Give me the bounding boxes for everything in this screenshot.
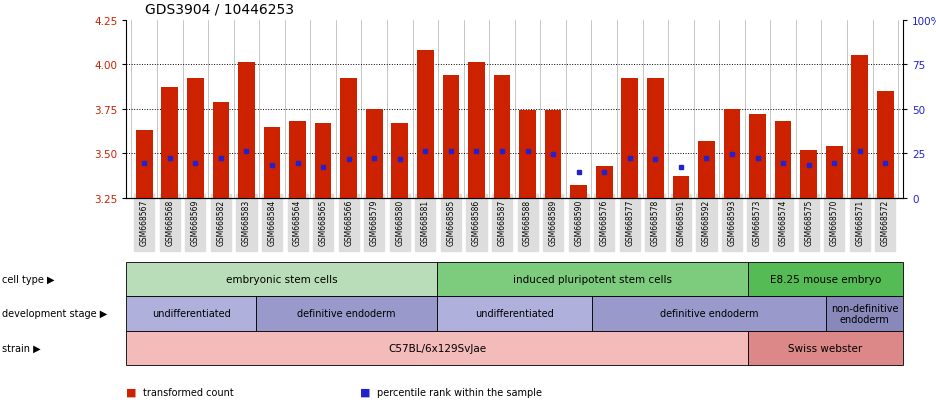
Text: strain ▶: strain ▶ [2,343,40,353]
Bar [570,186,587,198]
Bar [391,123,408,198]
Bar [647,79,664,198]
Text: Swiss webster: Swiss webster [788,343,863,353]
Bar [314,123,331,198]
Bar [750,115,766,198]
Bar [238,63,255,198]
Bar [443,76,460,198]
Text: undifferentiated: undifferentiated [475,309,554,319]
Text: cell type ▶: cell type ▶ [2,274,54,285]
Bar [136,131,153,198]
Bar [468,63,485,198]
Bar [417,51,433,198]
Text: definitive endoderm: definitive endoderm [660,309,758,319]
Bar [493,76,510,198]
Text: E8.25 mouse embryo: E8.25 mouse embryo [770,274,881,285]
Text: ■: ■ [126,387,137,397]
Bar [826,147,842,198]
Bar [775,122,792,198]
Text: ■: ■ [360,387,371,397]
Text: development stage ▶: development stage ▶ [2,309,107,319]
Bar [724,109,740,198]
Text: undifferentiated: undifferentiated [152,309,230,319]
Bar [162,88,178,198]
Bar [289,122,306,198]
Bar [187,79,204,198]
Bar [519,111,536,198]
Text: GDS3904 / 10446253: GDS3904 / 10446253 [145,2,294,17]
Bar [212,102,229,198]
Bar [622,79,638,198]
Text: definitive endoderm: definitive endoderm [298,309,396,319]
Text: C57BL/6x129SvJae: C57BL/6x129SvJae [388,343,486,353]
Text: induced pluripotent stem cells: induced pluripotent stem cells [513,274,672,285]
Text: non-definitive
endoderm: non-definitive endoderm [830,303,899,325]
Text: percentile rank within the sample: percentile rank within the sample [377,387,542,397]
Bar [366,109,383,198]
Bar [596,166,612,198]
Bar [852,56,868,198]
Bar [673,177,689,198]
Bar [800,150,817,198]
Bar [877,92,894,198]
Bar [545,111,562,198]
Bar [341,79,357,198]
Text: transformed count: transformed count [143,387,234,397]
Text: embryonic stem cells: embryonic stem cells [226,274,338,285]
Bar [264,127,280,198]
Bar [698,141,715,198]
